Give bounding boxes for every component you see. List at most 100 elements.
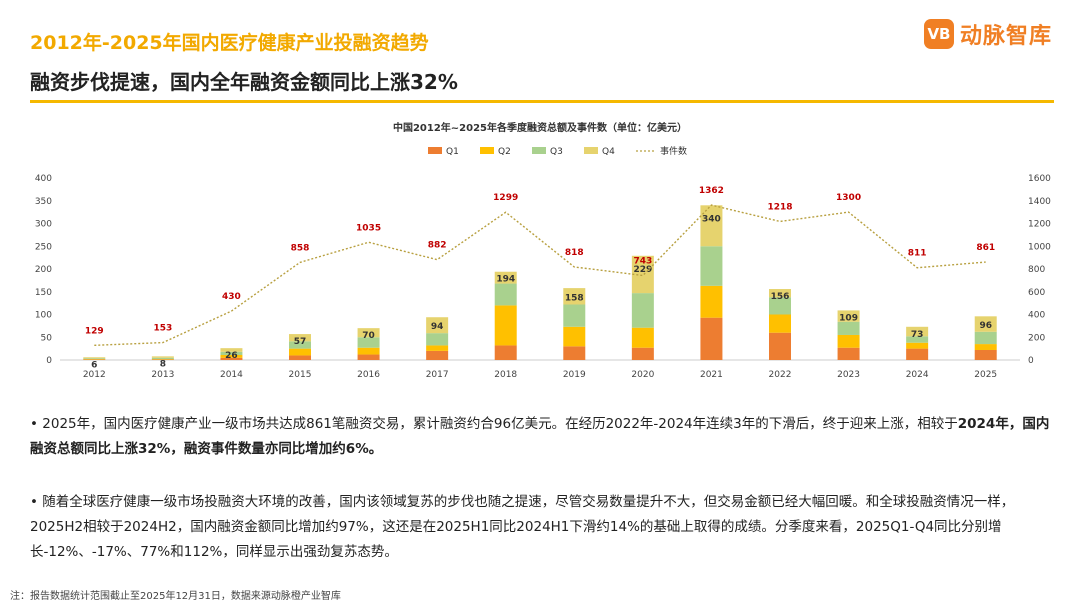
x-tick-label-2024: 2024 [906, 370, 929, 380]
bar-2016-q3 [357, 337, 380, 348]
logo-mark-icon: VB [923, 19, 954, 49]
event-count-label-2019: 818 [565, 248, 584, 258]
legend-label-q4: Q4 [602, 147, 615, 157]
y-tick-label: 0 [46, 356, 52, 366]
x-tick-label-2016: 2016 [357, 370, 380, 380]
event-count-label-2015: 858 [291, 243, 310, 253]
event-count-label-2018: 1299 [493, 193, 518, 203]
bar-total-label-2017: 94 [431, 322, 444, 332]
x-tick-label-2013: 2013 [151, 370, 174, 380]
bar-2023-q1 [837, 347, 860, 360]
logo-text: 动脉智库 [959, 24, 1052, 49]
brand-logo: VB 动脉智库 [923, 18, 1052, 50]
footnote: 注：报告数据统计范围截止至2025年12月31日，数据来源动脉橙产业智库 [10, 591, 341, 602]
bar-2024-q2 [906, 342, 929, 349]
bar-2020-q3 [631, 293, 654, 328]
y-tick-label: 150 [35, 288, 52, 298]
y2-tick-label: 1000 [1028, 242, 1051, 252]
bar-total-label-2016: 70 [362, 331, 375, 341]
bar-total-label-2020: 229 [633, 265, 652, 275]
event-count-line [94, 204, 986, 347]
bar-2023-q2 [837, 334, 860, 348]
y-tick-label: 300 [35, 220, 52, 230]
event-count-label-2016: 1035 [356, 223, 381, 233]
bar-2018-q2 [494, 305, 517, 346]
bar-total-label-2012: 6 [91, 360, 97, 370]
x-tick-label-2019: 2019 [563, 370, 586, 380]
bar-2017-q1 [426, 350, 449, 360]
y-tick-label: 50 [41, 333, 53, 343]
bar-2021-q3 [700, 246, 723, 286]
bar-2019-q4 [563, 288, 586, 305]
event-count-label-2017: 882 [428, 241, 447, 251]
legend-swatch-q2 [480, 147, 494, 154]
bar-2022-q4 [769, 289, 791, 298]
bar-2021-q2 [700, 285, 723, 318]
legend-swatch-q4 [584, 147, 598, 154]
bar-2013-q4 [151, 356, 174, 358]
y2-tick-label: 1600 [1028, 174, 1051, 184]
bar-total-label-2023: 109 [839, 313, 858, 323]
event-count-label-2020: 743 [633, 256, 652, 266]
bar-2025-q1 [974, 349, 997, 360]
y2-tick-label: 800 [1028, 265, 1045, 275]
bar-2015-q3 [289, 341, 311, 349]
x-tick-label-2012: 2012 [83, 370, 106, 380]
bar-2014-q2 [220, 354, 243, 358]
bar-2018-q4 [494, 271, 517, 284]
bar-2019-q2 [563, 326, 586, 347]
y2-tick-label: 400 [1028, 311, 1045, 321]
bar-2022-q1 [769, 332, 791, 360]
bar-2016-q1 [357, 354, 380, 360]
y2-tick-label: 200 [1028, 333, 1045, 343]
bar-2016-q2 [357, 347, 380, 355]
bar-2020-q4 [631, 255, 654, 294]
y-tick-label: 350 [35, 197, 52, 207]
bar-2024-q4 [906, 326, 929, 337]
bar-2022-q3 [769, 297, 791, 315]
bar-total-label-2024: 73 [911, 330, 924, 340]
x-tick-label-2014: 2014 [220, 370, 243, 380]
bar-2019-q1 [563, 346, 586, 360]
legend-label-q3: Q3 [550, 147, 563, 157]
bar-2025-q4 [974, 316, 997, 332]
y2-tick-label: 1400 [1028, 197, 1051, 207]
y-tick-label: 200 [35, 265, 52, 275]
bar-total-label-2013: 8 [160, 359, 166, 369]
bar-2019-q3 [563, 304, 586, 327]
financing-chart: 中国2012年~2025年各季度融资总额及事件数（单位：亿美元） Q1 Q2 Q3 Q4… [35, 121, 1051, 380]
bullet-1: • [30, 416, 38, 432]
legend-label-events: 事件数 [660, 145, 687, 157]
event-count-label-2012: 129 [85, 326, 104, 336]
bar-2018-q1 [494, 345, 517, 360]
x-tick-label-2020: 2020 [631, 370, 654, 380]
x-tick-label-2015: 2015 [289, 370, 312, 380]
event-count-label-2023: 1300 [836, 193, 861, 203]
bar-2015-q1 [289, 355, 311, 360]
y2-tick-label: 600 [1028, 288, 1045, 298]
bar-2015-q4 [289, 334, 311, 342]
x-tick-label-2018: 2018 [494, 370, 517, 380]
event-count-label-2021: 1362 [699, 186, 724, 196]
bar-2012-q3 [83, 358, 106, 360]
bar-2013-q3 [151, 357, 174, 360]
bar-total-label-2021: 340 [702, 214, 721, 224]
paragraph-2: • 随着全球医疗健康一级市场投融资大环境的改善，国内该领域复苏的步伐也随之提速，… [30, 490, 1055, 565]
bar-total-label-2019: 158 [565, 293, 584, 303]
paragraph-1: • 2025年，国内医疗健康产业一级市场共达成861笔融资交易，累计融资约合96… [30, 412, 1055, 462]
x-tick-label-2021: 2021 [700, 370, 723, 380]
bar-2017-q4 [426, 317, 449, 334]
y-tick-label: 100 [35, 311, 52, 321]
bar-2025-q2 [974, 344, 997, 350]
bar-total-label-2022: 156 [771, 292, 790, 302]
bar-2018-q3 [494, 283, 517, 306]
bar-2014-q3 [220, 351, 243, 355]
bar-2024-q3 [906, 336, 929, 343]
event-count-label-2025: 861 [976, 243, 995, 253]
x-tick-label-2022: 2022 [769, 370, 792, 380]
paragraph-1-bold: 2024年，国内融资总额同比上涨32%，融资事件数量亦同比增加约6%。 [30, 416, 1050, 457]
y2-tick-label: 1200 [1028, 220, 1051, 230]
bar-2017-q3 [426, 333, 449, 346]
event-count-label-2022: 1218 [767, 202, 792, 212]
bar-total-label-2014: 26 [225, 351, 238, 361]
